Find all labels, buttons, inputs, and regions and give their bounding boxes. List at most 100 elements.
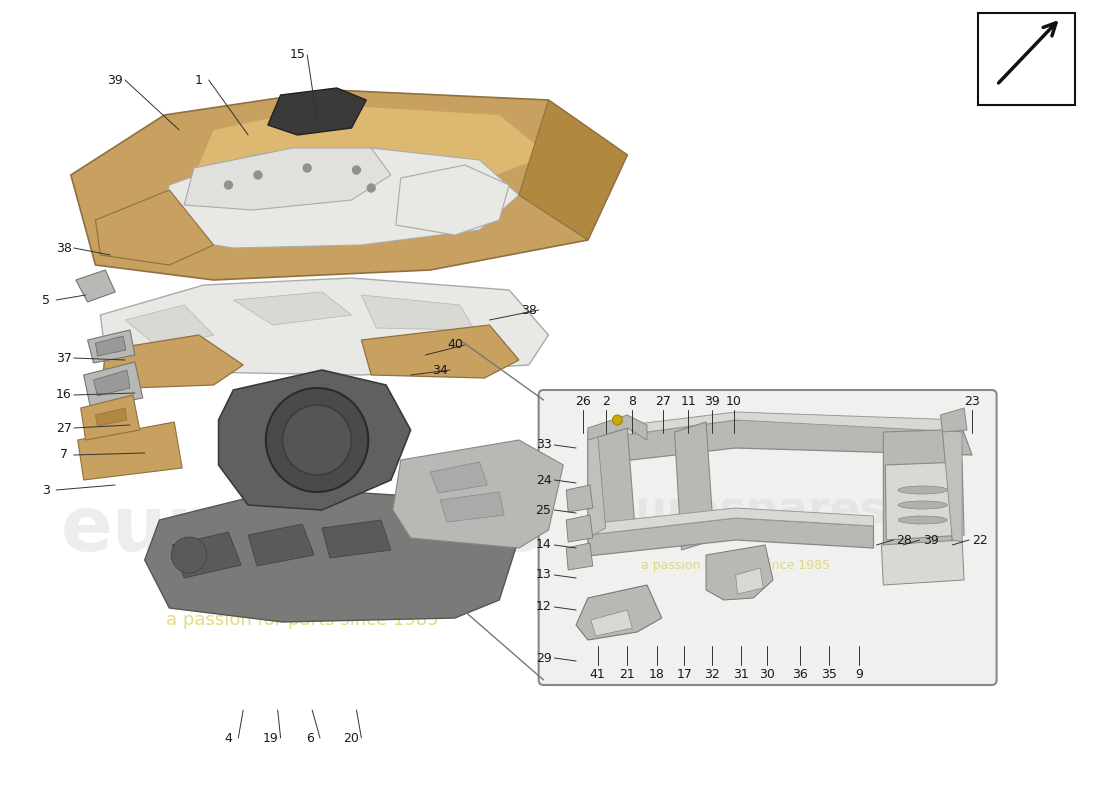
Text: 11: 11 xyxy=(681,395,696,408)
Polygon shape xyxy=(396,165,509,235)
Text: 12: 12 xyxy=(536,601,551,614)
Text: 21: 21 xyxy=(619,668,635,681)
Polygon shape xyxy=(233,292,352,325)
Polygon shape xyxy=(103,335,243,388)
Text: 23: 23 xyxy=(964,395,980,408)
Text: 7: 7 xyxy=(60,449,68,462)
Polygon shape xyxy=(80,395,140,440)
Ellipse shape xyxy=(898,486,947,494)
Polygon shape xyxy=(96,190,213,265)
Ellipse shape xyxy=(898,516,947,524)
Text: a passion for parts since 1985: a passion for parts since 1985 xyxy=(641,558,830,571)
Polygon shape xyxy=(322,520,390,558)
Circle shape xyxy=(352,166,361,174)
Text: a passion for parts since 1985: a passion for parts since 1985 xyxy=(166,611,439,629)
Text: 38: 38 xyxy=(56,242,72,254)
Polygon shape xyxy=(587,415,647,440)
Polygon shape xyxy=(125,305,213,348)
Polygon shape xyxy=(94,370,130,396)
Polygon shape xyxy=(591,610,632,636)
Text: 35: 35 xyxy=(822,668,837,681)
Polygon shape xyxy=(249,524,315,566)
Text: 39: 39 xyxy=(923,534,938,546)
Circle shape xyxy=(613,415,623,425)
Polygon shape xyxy=(706,545,773,600)
Text: 40: 40 xyxy=(447,338,463,351)
Text: 10: 10 xyxy=(726,395,741,408)
Text: 28: 28 xyxy=(896,534,912,546)
Text: 38: 38 xyxy=(521,303,537,317)
Text: 27: 27 xyxy=(56,422,72,434)
Polygon shape xyxy=(587,518,873,556)
Text: 22: 22 xyxy=(972,534,988,546)
Text: 1: 1 xyxy=(195,74,202,86)
Polygon shape xyxy=(519,100,627,240)
Text: 39: 39 xyxy=(108,74,123,86)
Text: 41: 41 xyxy=(590,668,606,681)
Text: 29: 29 xyxy=(536,651,551,665)
Polygon shape xyxy=(587,428,635,542)
Text: 27: 27 xyxy=(654,395,671,408)
Circle shape xyxy=(283,405,352,475)
Text: 16: 16 xyxy=(56,389,72,402)
Circle shape xyxy=(224,181,232,189)
Polygon shape xyxy=(219,370,410,510)
Ellipse shape xyxy=(898,501,947,509)
Circle shape xyxy=(254,171,262,179)
Polygon shape xyxy=(881,540,964,585)
Text: 17: 17 xyxy=(676,668,692,681)
Polygon shape xyxy=(96,336,126,356)
Polygon shape xyxy=(440,492,504,522)
Text: 19: 19 xyxy=(263,731,278,745)
Text: 18: 18 xyxy=(649,668,664,681)
Polygon shape xyxy=(576,585,662,640)
Polygon shape xyxy=(587,508,873,535)
Polygon shape xyxy=(173,532,241,578)
Polygon shape xyxy=(566,485,593,512)
Polygon shape xyxy=(393,440,563,548)
Polygon shape xyxy=(886,462,964,540)
Text: 32: 32 xyxy=(704,668,719,681)
Polygon shape xyxy=(587,420,972,465)
Polygon shape xyxy=(184,148,390,210)
Polygon shape xyxy=(674,422,714,550)
Polygon shape xyxy=(88,330,135,363)
Circle shape xyxy=(304,164,311,172)
Polygon shape xyxy=(940,408,967,432)
Text: 6: 6 xyxy=(306,731,315,745)
Circle shape xyxy=(172,537,207,573)
Circle shape xyxy=(266,388,368,492)
Text: eurospares: eurospares xyxy=(60,493,543,567)
Polygon shape xyxy=(145,488,519,622)
Polygon shape xyxy=(184,105,549,215)
Polygon shape xyxy=(84,362,143,408)
Polygon shape xyxy=(943,430,962,542)
Polygon shape xyxy=(883,430,953,548)
Polygon shape xyxy=(100,278,549,375)
Text: 34: 34 xyxy=(432,363,448,377)
Text: 14: 14 xyxy=(536,538,551,551)
FancyBboxPatch shape xyxy=(539,390,997,685)
Polygon shape xyxy=(566,543,593,570)
Polygon shape xyxy=(96,408,126,426)
Polygon shape xyxy=(430,462,487,493)
Polygon shape xyxy=(267,88,366,135)
Text: 36: 36 xyxy=(792,668,807,681)
Polygon shape xyxy=(587,436,606,538)
Text: 8: 8 xyxy=(628,395,636,408)
Polygon shape xyxy=(362,295,474,330)
Text: eurospares: eurospares xyxy=(605,489,887,531)
Polygon shape xyxy=(70,90,627,280)
Text: 5: 5 xyxy=(42,294,51,306)
Text: 9: 9 xyxy=(855,668,862,681)
Text: 25: 25 xyxy=(536,503,551,517)
Text: 20: 20 xyxy=(343,731,360,745)
Polygon shape xyxy=(78,422,183,480)
Text: 24: 24 xyxy=(536,474,551,486)
Polygon shape xyxy=(155,148,519,248)
Text: 15: 15 xyxy=(289,49,306,62)
Text: 39: 39 xyxy=(704,395,719,408)
Text: 13: 13 xyxy=(536,569,551,582)
Polygon shape xyxy=(362,325,519,378)
Circle shape xyxy=(367,184,375,192)
